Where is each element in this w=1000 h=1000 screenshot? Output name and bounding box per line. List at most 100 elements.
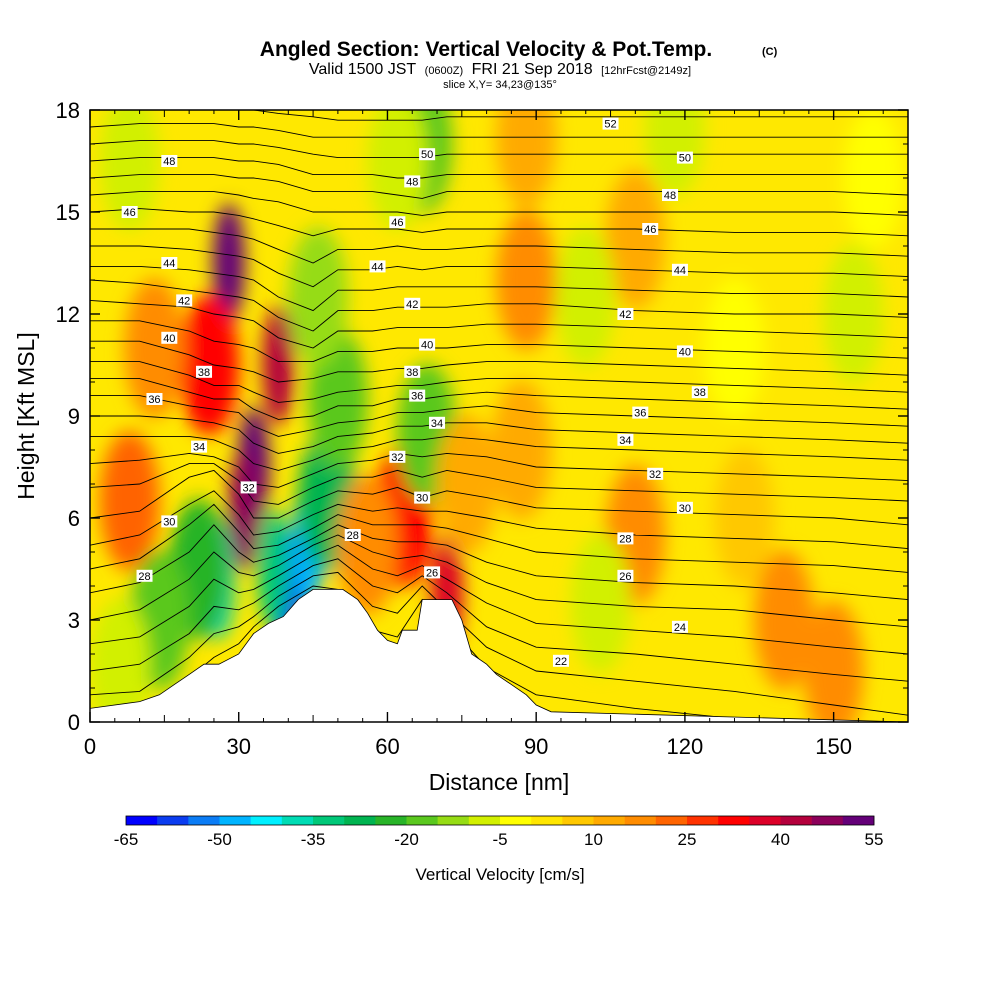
velocity-blob bbox=[496, 110, 557, 208]
theta-contour-29 bbox=[90, 490, 908, 550]
colorbar-swatch bbox=[749, 816, 781, 825]
x-tick-label: 0 bbox=[84, 734, 96, 759]
velocity-blob bbox=[803, 601, 864, 722]
theta-label: 42 bbox=[617, 308, 634, 321]
theta-label: 50 bbox=[676, 151, 693, 165]
velocity-blob bbox=[178, 295, 239, 435]
theta-label: 52 bbox=[602, 117, 619, 131]
svg-text:22: 22 bbox=[555, 656, 567, 668]
theta-label: 42 bbox=[404, 297, 421, 311]
colorbar-swatch bbox=[531, 816, 563, 825]
theta-contour-48 bbox=[90, 157, 908, 179]
theta-label: 42 bbox=[176, 294, 193, 307]
svg-text:44: 44 bbox=[163, 258, 175, 270]
chart-subtitle: Valid 1500 JST (0600Z) FRI 21 Sep 2018 [… bbox=[309, 61, 691, 78]
velocity-blob bbox=[262, 305, 295, 425]
velocity-blob bbox=[99, 431, 160, 571]
velocity-blob bbox=[124, 278, 185, 418]
theta-label: 28 bbox=[617, 532, 634, 545]
chart-title-unit: (C) bbox=[762, 46, 778, 58]
colorbar-swatch bbox=[188, 816, 220, 825]
colorbar-swatch bbox=[718, 816, 750, 825]
svg-text:48: 48 bbox=[406, 176, 418, 188]
theta-contour-25 bbox=[90, 544, 908, 655]
velocity-blob bbox=[436, 414, 497, 554]
x-axis-label: Distance [nm] bbox=[429, 769, 570, 795]
velocity-blob bbox=[704, 278, 765, 418]
theta-label: 48 bbox=[662, 189, 679, 202]
velocity-blob bbox=[496, 210, 557, 350]
svg-text:30: 30 bbox=[679, 503, 691, 515]
theta-label: 32 bbox=[389, 450, 406, 464]
velocity-blob bbox=[288, 227, 349, 367]
colorbar-swatch bbox=[687, 816, 719, 825]
colorbar-swatch bbox=[157, 816, 189, 825]
colorbar-swatch bbox=[655, 816, 688, 825]
y-tick-label: 0 bbox=[68, 710, 80, 735]
svg-text:40: 40 bbox=[421, 340, 433, 352]
terrain bbox=[90, 589, 908, 722]
svg-text:50: 50 bbox=[421, 149, 433, 161]
theta-contour-labels: 52 50 50 48 48 48 46 46 46 44 44 44 42 42 42 40 40 40 38 38… bbox=[121, 117, 708, 668]
velocity-blob bbox=[823, 244, 884, 384]
svg-text:40: 40 bbox=[163, 333, 175, 345]
theta-contour-28 bbox=[90, 503, 908, 573]
colorbar-tick-label: 55 bbox=[865, 830, 884, 849]
colorbar-tick-label: 10 bbox=[584, 830, 603, 849]
colorbar-swatch bbox=[219, 816, 251, 825]
velocity-blob bbox=[570, 533, 631, 673]
velocity-blob bbox=[491, 380, 552, 520]
theta-label: 28 bbox=[344, 529, 361, 542]
svg-text:44: 44 bbox=[371, 261, 383, 273]
y-axis-label: Height [Kft MSL] bbox=[13, 332, 39, 499]
svg-text:36: 36 bbox=[148, 394, 160, 406]
theta-label: 38 bbox=[404, 365, 421, 379]
velocity-blob bbox=[754, 550, 815, 690]
theta-label: 30 bbox=[414, 491, 431, 505]
chart-title: Angled Section: Vertical Velocity & Pot.… bbox=[260, 38, 712, 61]
plot-area: 52 50 50 48 48 48 46 46 46 44 44 44 42 42 42 40 40 40 38 38… bbox=[90, 90, 908, 722]
theta-label: 22 bbox=[552, 654, 569, 668]
colorbar-tick-label: 40 bbox=[771, 830, 790, 849]
svg-text:34: 34 bbox=[193, 442, 205, 454]
theta-label: 26 bbox=[424, 566, 441, 579]
svg-text:48: 48 bbox=[664, 190, 676, 202]
x-tick-label: 120 bbox=[667, 734, 704, 759]
theta-label: 34 bbox=[191, 440, 208, 454]
colorbar-swatch bbox=[780, 816, 812, 825]
theta-contour-36 bbox=[90, 378, 908, 420]
svg-text:34: 34 bbox=[431, 418, 443, 430]
svg-text:42: 42 bbox=[178, 295, 190, 307]
theta-contour-38 bbox=[90, 340, 908, 383]
theta-contour-27 bbox=[90, 524, 908, 601]
theta-contours bbox=[90, 90, 908, 722]
x-tick-label: 30 bbox=[226, 734, 250, 759]
svg-text:38: 38 bbox=[406, 367, 418, 379]
theta-contour-44 bbox=[90, 228, 908, 264]
theta-contour-40 bbox=[90, 299, 908, 349]
svg-text:34: 34 bbox=[619, 435, 631, 447]
theta-contour-52 bbox=[90, 90, 908, 104]
svg-text:24: 24 bbox=[674, 622, 686, 634]
colorbar-swatch bbox=[468, 816, 501, 825]
velocity-field bbox=[90, 110, 904, 722]
colorbar-swatch bbox=[437, 816, 470, 825]
colorbar-tick-label: -5 bbox=[492, 830, 507, 849]
x-tick-label: 150 bbox=[815, 734, 852, 759]
colorbar-label: Vertical Velocity [cm/s] bbox=[415, 865, 584, 884]
svg-text:46: 46 bbox=[644, 224, 656, 236]
y-tick-label: 6 bbox=[68, 506, 80, 531]
svg-text:30: 30 bbox=[416, 493, 428, 505]
svg-text:28: 28 bbox=[619, 533, 631, 545]
colorbar-swatch bbox=[375, 816, 407, 825]
subtitle-utc: (0600Z) bbox=[425, 65, 464, 77]
theta-contour-51 bbox=[90, 110, 908, 121]
theta-contour-23 bbox=[90, 571, 908, 716]
theta-contour-41 bbox=[90, 279, 908, 332]
theta-contour-47 bbox=[90, 174, 908, 199]
theta-label: 38 bbox=[196, 365, 213, 379]
svg-text:26: 26 bbox=[619, 571, 631, 583]
theta-label: 46 bbox=[642, 223, 659, 236]
colorbar-swatch bbox=[126, 816, 158, 825]
